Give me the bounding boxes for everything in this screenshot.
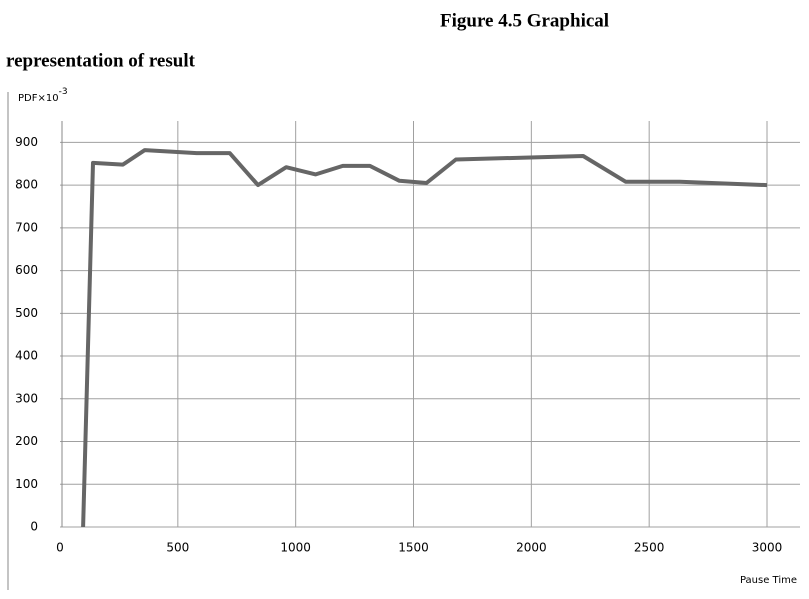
y-tick-label: 100 [15,477,38,491]
x-axis-label: Pause Time [740,575,797,586]
chart-title: representation of result [6,50,196,71]
data-line [81,148,768,528]
y-tick-label: 300 [15,391,38,405]
x-tick-label: 500 [166,541,189,555]
y-tick-label: 700 [15,220,38,234]
y-tick-label: 200 [15,434,38,448]
y-axis-label: PDF×10-3 [18,87,68,105]
y-tick-label: 800 [15,178,38,192]
y-axis-label-base: PDF×10 [18,93,59,104]
x-tick-label: 1000 [280,541,311,555]
y-tick-label: 500 [15,306,38,320]
x-tick-label: 1500 [398,541,429,555]
y-tick-label: 0 [30,520,38,534]
y-tick-label: 900 [15,135,38,149]
y-axis-label-exponent: -3 [59,87,68,97]
x-tick-label: 3000 [752,541,783,555]
x-tick-label: 0 [56,541,64,555]
y-tick-label: 600 [15,263,38,277]
chart-title: Figure 4.5 Graphical [440,10,609,31]
x-tick-label: 2500 [634,541,665,555]
y-tick-label: 400 [15,349,38,363]
x-tick-label: 2000 [516,541,547,555]
